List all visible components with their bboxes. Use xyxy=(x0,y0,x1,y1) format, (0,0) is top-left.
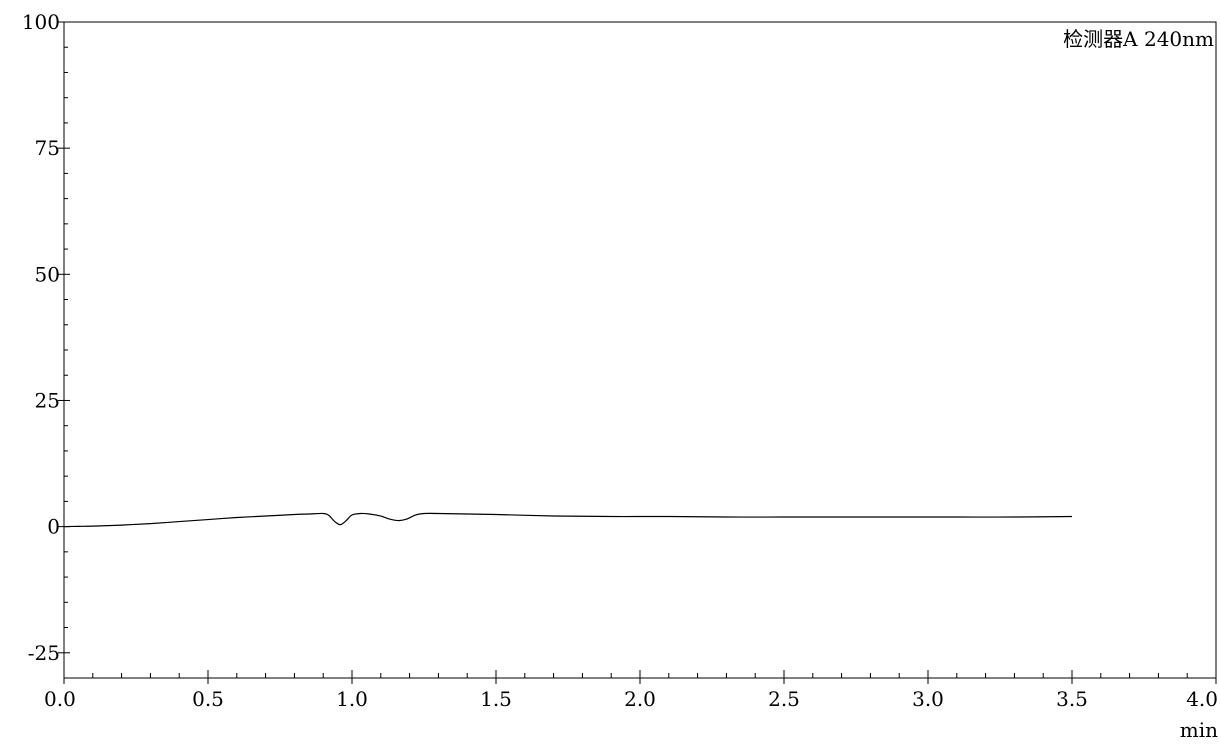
y-tick-label: 25 xyxy=(35,388,60,412)
x-axis: 0.0 0.5 1.0 1.5 2.0 2.5 3.0 3.5 4.0 xyxy=(44,670,1218,711)
series-label: 检测器A 240nm xyxy=(1063,27,1214,51)
y-tick-label: 100 xyxy=(22,10,60,34)
series-line-detector-a xyxy=(63,512,1073,528)
y-tick-label: 0 xyxy=(47,515,60,539)
x-tick-label: 4.0 xyxy=(1186,687,1218,711)
y-tick-label: 75 xyxy=(35,136,60,160)
x-tick-label: 1.0 xyxy=(336,687,368,711)
x-tick-label: 2.5 xyxy=(768,687,800,711)
x-tick-label: 3.5 xyxy=(1056,687,1088,711)
x-tick-label: 1.5 xyxy=(480,687,512,711)
x-tick-label: 2.0 xyxy=(624,687,656,711)
y-tick-label: 50 xyxy=(35,262,60,286)
y-tick-label: -25 xyxy=(28,641,60,665)
x-axis-label: min xyxy=(1180,718,1218,740)
x-tick-label: 3.0 xyxy=(912,687,944,711)
x-tick-label: 0.0 xyxy=(44,687,76,711)
y-axis: -25 0 25 50 75 100 xyxy=(22,10,70,679)
plot-frame xyxy=(63,21,1217,679)
x-tick-label: 0.5 xyxy=(192,687,224,711)
